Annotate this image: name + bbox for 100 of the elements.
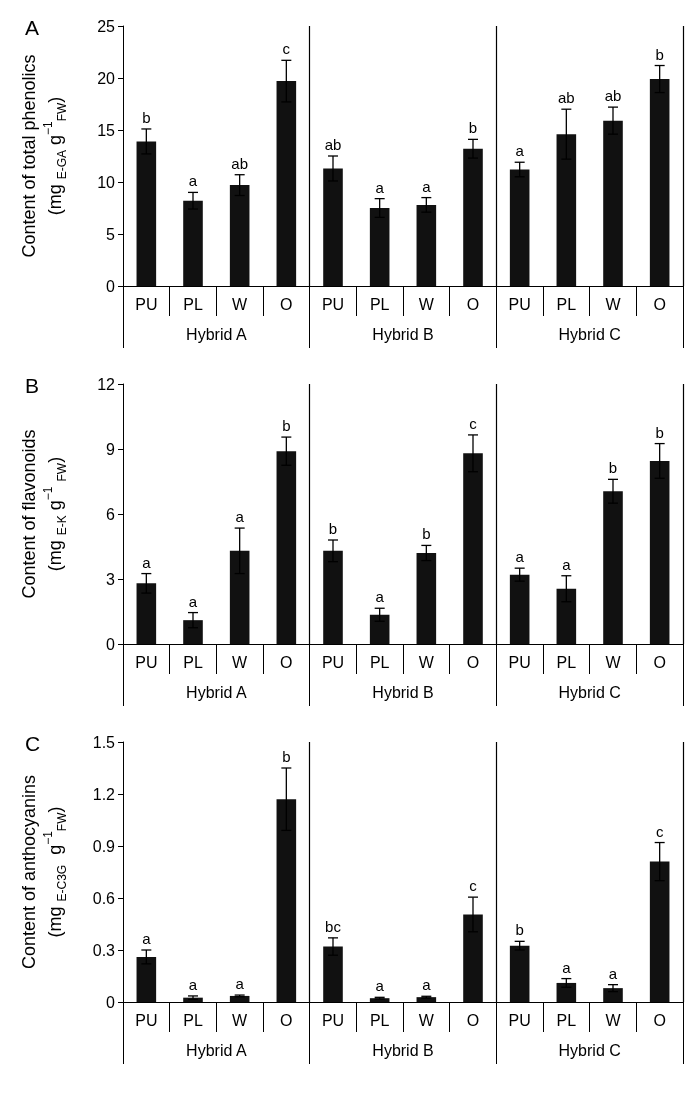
y-tick-label: 6: [106, 505, 116, 523]
x-tick-label: PU: [508, 295, 531, 313]
y-tick-label: 12: [97, 375, 116, 393]
x-tick-label: PL: [556, 653, 577, 671]
x-tick-label: O: [466, 653, 480, 671]
data-label: a: [235, 508, 245, 526]
data-label: c: [469, 877, 478, 895]
x-tick-label: O: [653, 295, 666, 313]
y-tick-label: 0.9: [92, 837, 116, 855]
data-label: ab: [604, 87, 622, 105]
data-label: b: [142, 108, 151, 126]
data-label: b: [655, 45, 664, 63]
text: Hybrid C: [558, 325, 621, 343]
y-tick-label: 0: [106, 993, 116, 1011]
x-tick-label: W: [232, 295, 249, 313]
chart-title: A: [25, 16, 40, 39]
y-tick-label: 25: [97, 17, 116, 35]
data-label: b: [608, 459, 618, 477]
x-tick-label: O: [280, 1011, 293, 1029]
y-tick-label: 5: [106, 225, 116, 243]
data-label: a: [422, 177, 432, 195]
data-label: a: [375, 588, 385, 606]
text: Hybrid C: [558, 1041, 621, 1059]
data-label: a: [235, 975, 245, 993]
x-tick-label: PL: [369, 653, 390, 671]
x-tick-label: W: [418, 1011, 435, 1029]
x-tick-label: O: [280, 295, 293, 313]
text: Hybrid A: [186, 1041, 247, 1059]
y-tick-label: 1.2: [92, 785, 116, 803]
x-tick-label: O: [466, 295, 480, 313]
data-label: b: [468, 119, 478, 137]
x-tick-label: W: [605, 653, 622, 671]
y-tick-label: 20: [97, 69, 116, 87]
data-label: b: [328, 520, 338, 537]
text: Hybrid B: [372, 1041, 434, 1059]
x-tick-label: PU: [135, 653, 158, 671]
chart-title: C: [25, 732, 41, 755]
data-label: a: [515, 142, 525, 160]
data-label: a: [142, 930, 152, 947]
data-label: c: [469, 414, 478, 432]
text: Hybrid B: [372, 683, 434, 701]
x-tick-label: W: [232, 1011, 249, 1029]
x-tick-label: W: [605, 1011, 622, 1029]
data-label: b: [422, 525, 431, 543]
x-tick-label: O: [280, 653, 293, 671]
x-tick-label: PL: [369, 1011, 390, 1029]
x-tick-label: W: [605, 295, 622, 313]
data-label: a: [375, 178, 385, 196]
data-label: a: [142, 553, 152, 571]
x-tick-label: O: [653, 653, 666, 671]
x-tick-label: PU: [321, 653, 345, 671]
x-tick-label: O: [653, 1011, 666, 1029]
text: Hybrid C: [558, 683, 621, 701]
data-label: c: [282, 40, 291, 58]
data-label: b: [282, 417, 291, 435]
x-tick-label: W: [418, 295, 435, 313]
y-tick-label: 15: [97, 121, 116, 139]
data-label: a: [515, 548, 525, 566]
data-label: a: [188, 172, 198, 190]
y-tick-label: 0: [106, 277, 116, 295]
x-tick-label: PU: [135, 1011, 158, 1029]
data-label: b: [515, 921, 524, 939]
y-tick-label: 0.3: [92, 941, 116, 959]
y-tick-label: 1.5: [92, 733, 116, 751]
x-tick-label: PU: [321, 1011, 345, 1029]
x-tick-label: PL: [556, 1011, 577, 1029]
x-tick-label: PL: [183, 1011, 203, 1029]
x-tick-label: PL: [556, 295, 577, 313]
x-tick-label: O: [466, 1011, 480, 1029]
y-tick-label: 9: [106, 440, 116, 458]
x-tick-label: W: [418, 653, 435, 671]
x-tick-label: PL: [183, 295, 203, 313]
data-label: ab: [324, 136, 342, 153]
data-label: a: [608, 964, 618, 982]
data-label: b: [282, 748, 291, 765]
x-tick-label: PU: [321, 295, 345, 313]
x-tick-label: PU: [135, 295, 158, 313]
data-label: c: [655, 822, 664, 840]
data-label: ab: [557, 89, 575, 107]
data-label: a: [375, 977, 385, 995]
y-tick-label: 0.6: [92, 889, 116, 907]
data-label: bc: [325, 917, 342, 935]
y-tick-label: 3: [106, 570, 116, 588]
x-tick-label: PU: [508, 653, 531, 671]
x-tick-label: PL: [369, 295, 390, 313]
x-tick-label: PL: [183, 653, 203, 671]
y-tick-label: 10: [97, 173, 116, 191]
data-label: a: [422, 976, 432, 994]
data-label: a: [188, 975, 198, 993]
data-label: a: [188, 592, 198, 610]
text: Hybrid A: [186, 683, 247, 701]
data-label: a: [562, 555, 572, 573]
text: Hybrid B: [372, 325, 434, 343]
x-tick-label: PU: [508, 1011, 531, 1029]
x-tick-label: W: [232, 653, 249, 671]
data-label: ab: [231, 154, 249, 172]
data-label: b: [655, 423, 664, 441]
text: Hybrid A: [186, 325, 247, 343]
chart-title: B: [25, 374, 40, 397]
y-tick-label: 0: [106, 635, 116, 653]
